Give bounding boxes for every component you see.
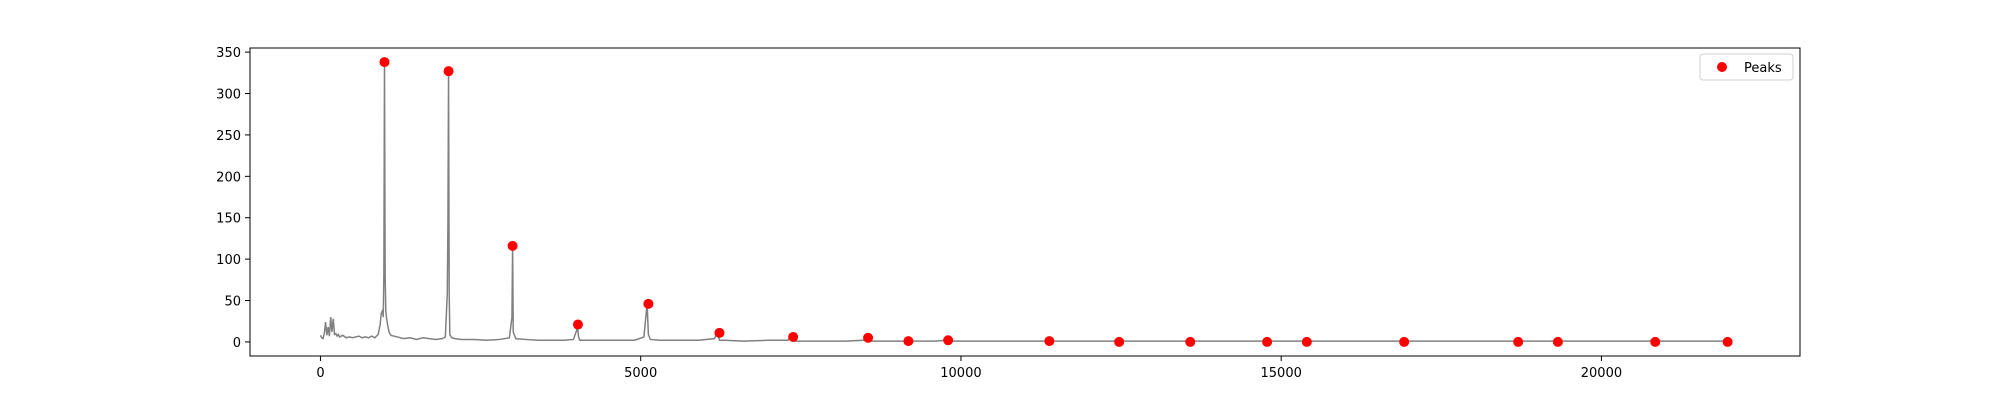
peak-marker: [1650, 336, 1661, 347]
y-tick-label: 0: [233, 336, 241, 351]
legend-peaks-marker: [1717, 62, 1727, 72]
x-tick-label: 5000: [624, 366, 657, 381]
y-tick-label: 50: [224, 295, 241, 310]
signal-line: [319, 62, 1730, 342]
peak-marker: [379, 57, 390, 68]
peak-marker: [714, 327, 725, 338]
x-tick-label: 20000: [1581, 366, 1622, 381]
y-tick-label: 250: [216, 129, 241, 144]
peak-marker: [1044, 336, 1055, 347]
peak-marker: [943, 335, 954, 346]
peak-marker: [1399, 336, 1410, 347]
legend-peaks-label: Peaks: [1744, 61, 1782, 76]
y-tick-label: 350: [216, 46, 241, 61]
peak-marker: [1262, 336, 1273, 347]
peak-marker: [788, 331, 799, 342]
plot-frame: [249, 47, 1801, 357]
y-tick-label: 300: [216, 88, 241, 103]
peak-marker: [1722, 336, 1733, 347]
peak-marker: [1513, 336, 1524, 347]
x-tick-label: 0: [316, 366, 324, 381]
peak-marker: [572, 319, 583, 330]
peak-marker: [1552, 336, 1563, 347]
x-tick-label: 15000: [1261, 366, 1302, 381]
peak-marker: [1114, 336, 1125, 347]
legend-box: [1699, 53, 1794, 81]
legend: Peaks: [1699, 53, 1794, 81]
peak-marker: [863, 332, 874, 343]
x-tick-label: 10000: [940, 366, 981, 381]
y-tick-label: 150: [216, 212, 241, 227]
peak-marker: [643, 298, 654, 309]
peak-marker: [1185, 336, 1196, 347]
peak-marker: [1301, 336, 1312, 347]
peak-marker: [443, 66, 454, 77]
y-tick-label: 100: [216, 253, 241, 268]
y-tick-label: 200: [216, 170, 241, 185]
peak-marker: [507, 240, 518, 251]
peak-marker: [903, 336, 914, 347]
